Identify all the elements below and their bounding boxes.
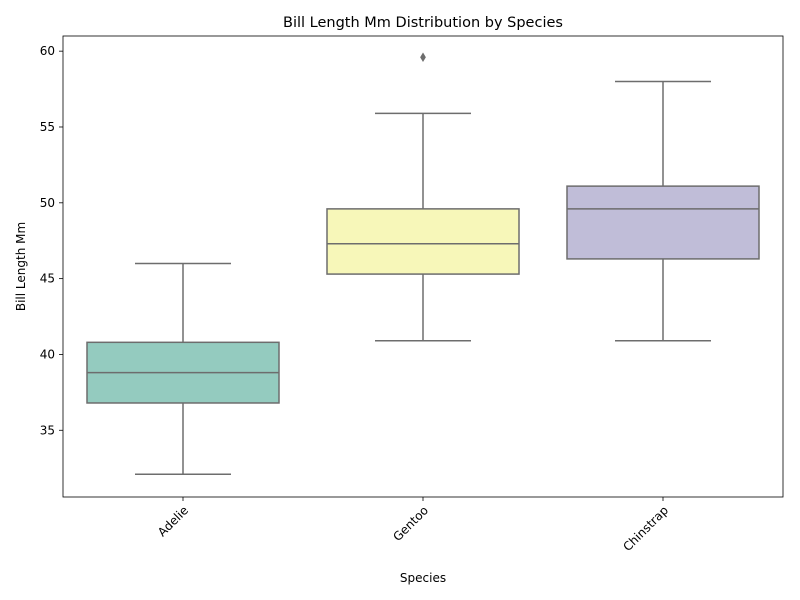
- chart-title: Bill Length Mm Distribution by Species: [283, 15, 563, 31]
- box-group-adelie: [86, 262, 280, 476]
- plot-area: [86, 52, 760, 476]
- y-axis: 35 40 45 50 55 60: [40, 44, 63, 437]
- y-tick-label: 55: [40, 120, 55, 134]
- y-tick-label: 60: [40, 44, 55, 58]
- x-tick-label: Gentoo: [390, 503, 431, 544]
- y-tick-label: 45: [40, 272, 55, 286]
- y-tick-label: 35: [40, 423, 55, 437]
- y-tick-label: 40: [40, 347, 55, 361]
- outlier-point: [420, 52, 426, 63]
- iqr-box: [566, 185, 760, 260]
- x-tick-label: Adelie: [155, 503, 191, 539]
- box-group-gentoo: [326, 52, 520, 342]
- y-axis-label: Bill Length Mm: [14, 222, 28, 311]
- y-tick-label: 50: [40, 196, 55, 210]
- x-tick-label: Chinstrap: [620, 503, 671, 554]
- box-group-chinstrap: [566, 80, 760, 342]
- iqr-box: [326, 208, 520, 275]
- x-axis-label: Species: [400, 571, 446, 585]
- x-axis: Adelie Gentoo Chinstrap: [155, 497, 671, 554]
